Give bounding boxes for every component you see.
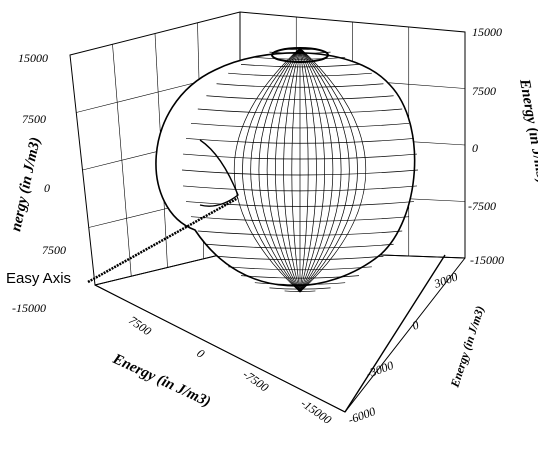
front-x-axis-line [94, 284, 346, 413]
surface-top-pole [271, 47, 329, 63]
mesh-longitude-line [299, 47, 358, 293]
mesh-longitude-line [299, 47, 367, 293]
right-z-tick-label: -15000 [470, 253, 504, 267]
surface-mesh [181, 47, 419, 293]
mesh-longitude-line [250, 47, 301, 293]
easy-axis-label: Easy Axis [6, 270, 71, 287]
mesh-longitude-line [299, 47, 325, 293]
mesh-longitude-line [242, 47, 301, 293]
grid-line [112, 44, 132, 277]
right-y-tick-label: 0 [410, 318, 420, 333]
mesh-longitude-line [299, 47, 350, 293]
right-z-tick-label: 15000 [472, 25, 502, 39]
mesh-longitude-line [258, 47, 301, 293]
right-z-tick-label: 7500 [472, 84, 496, 98]
right-y-axis [344, 254, 446, 413]
mesh-longitude-line [299, 47, 342, 293]
left-z-tick-label: 0 [44, 181, 50, 195]
right-z-tick-label: -7500 [468, 199, 496, 213]
left-z-tick-label: 7500 [22, 112, 46, 126]
mesh-longitude-line [283, 47, 301, 293]
mesh-longitude-line [299, 47, 334, 293]
energy-surface [155, 47, 419, 293]
left-z-tick-label: 15000 [18, 51, 48, 65]
left-z-tick-label: 7500 [42, 243, 66, 257]
mesh-longitude-line [275, 47, 301, 293]
mesh-longitude-line [299, 47, 309, 293]
left-z-tick-label: -15000 [12, 301, 46, 315]
front-x-axis [94, 284, 346, 413]
mesh-longitude-line [233, 47, 301, 293]
mesh-longitude-line [299, 47, 317, 293]
easy-axis-line [87, 196, 239, 284]
right-z-tick-label: 0 [472, 141, 478, 155]
right-y-axis-line [344, 254, 446, 413]
surface-dimple [199, 139, 239, 207]
mesh-longitude-line [291, 47, 301, 293]
mesh-longitude-line [266, 47, 301, 293]
